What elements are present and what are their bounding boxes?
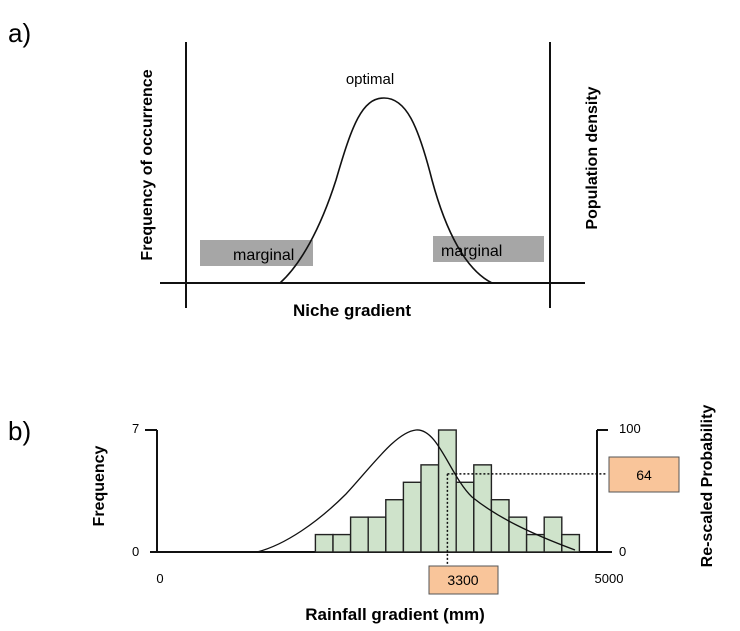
panel-b-rainfall-box	[428, 565, 499, 595]
panel-a-marginal-right: marginal	[441, 243, 502, 260]
histogram-bar	[543, 516, 563, 553]
panel-b-xlabel: Rainfall gradient (mm)	[305, 605, 484, 624]
panel-b-label: b)	[8, 416, 31, 446]
panel-b-bars	[314, 429, 581, 553]
histogram-bar	[314, 533, 334, 553]
histogram-bar	[385, 499, 405, 553]
panel-b-ytick-left-top: 7	[132, 421, 139, 436]
panel-a-ylabel-left: Frequency of occurrence	[139, 69, 156, 260]
panel-b: b) Frequency Re-scaled Probability 7 0 1…	[8, 405, 716, 624]
panel-b-probability-box	[608, 456, 680, 493]
panel-a-ylabel-right: Population density	[584, 86, 601, 229]
panel-b-ytick-right-bottom: 0	[619, 544, 626, 559]
histogram-bar	[490, 499, 510, 553]
panel-b-ytick-right-top: 100	[619, 421, 641, 436]
panel-b-rainfall-value: 3300	[447, 572, 478, 588]
panel-b-xtick-start: 0	[156, 571, 163, 586]
panel-a-label: a)	[8, 18, 31, 48]
panel-a-marginal-box-left	[200, 240, 313, 266]
panel-a-optimal-label: optimal	[346, 71, 394, 88]
panel-a-marginal-box-right	[433, 236, 544, 262]
panel-b-xtick-end: 5000	[595, 571, 624, 586]
histogram-bar	[420, 464, 440, 553]
panel-a: a) Frequency of occurrence Population de…	[8, 18, 601, 320]
panel-a-marginal-left: marginal	[233, 247, 294, 264]
histogram-bar	[455, 481, 475, 553]
histogram-bar	[367, 516, 387, 553]
panel-a-xlabel: Niche gradient	[293, 301, 411, 320]
histogram-bar	[402, 481, 422, 553]
histogram-bar	[561, 533, 581, 553]
histogram-bar	[349, 516, 369, 553]
panel-b-ytick-left-bottom: 0	[132, 544, 139, 559]
panel-b-probability-value: 64	[636, 467, 652, 483]
panel-b-ylabel-right: Re-scaled Probability	[699, 405, 716, 568]
histogram-bar	[332, 533, 352, 553]
panel-b-probability-curve	[256, 429, 576, 553]
panel-a-niche-curve	[279, 97, 493, 284]
panel-b-ylabel-left: Frequency	[91, 445, 108, 526]
